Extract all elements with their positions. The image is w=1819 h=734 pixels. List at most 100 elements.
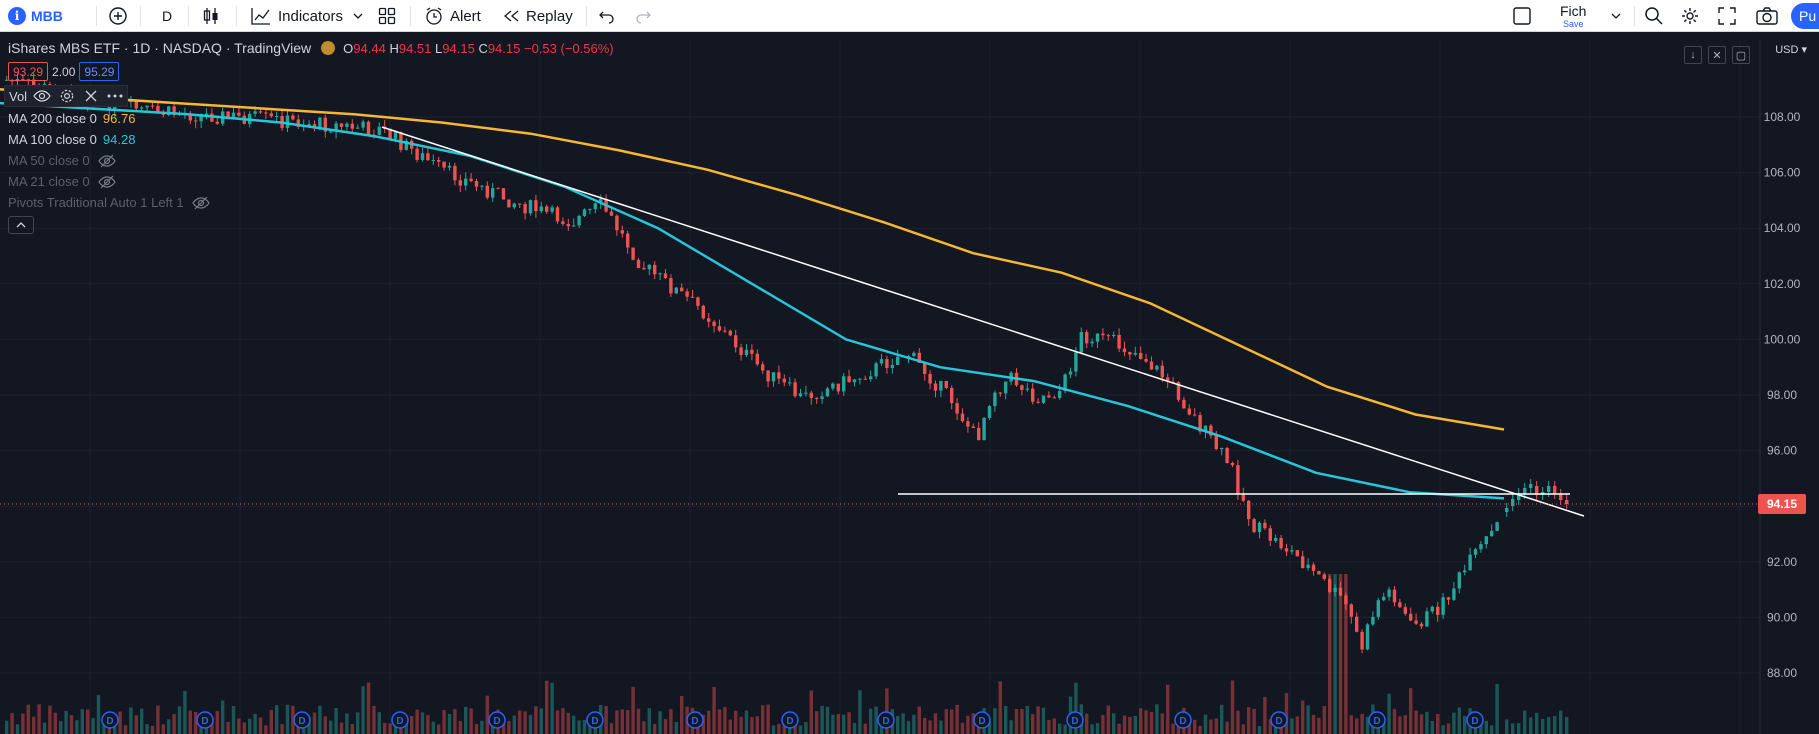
currency-selector[interactable]: USD ▾ — [1775, 44, 1807, 56]
indicator-ma200[interactable]: MA 200 close 0 96.76 — [8, 111, 136, 126]
volume-bar — [534, 706, 538, 734]
candle-body — [777, 372, 781, 379]
candle-body — [696, 297, 700, 306]
volume-bar — [334, 708, 338, 734]
volume-bar — [842, 714, 846, 734]
collapse-legend-button[interactable] — [8, 216, 34, 234]
layout-save[interactable]: Fich Save — [1560, 0, 1586, 32]
bid-price[interactable]: 93.29 — [8, 62, 49, 81]
candle-body — [275, 115, 279, 117]
ma100-value: 94.28 — [102, 132, 136, 147]
alert-label: Alert — [450, 7, 481, 25]
candle-body — [631, 247, 635, 260]
volume-bar — [1101, 715, 1105, 734]
volume-bar — [1306, 705, 1310, 734]
indicator-ma21[interactable]: MA 21 close 0 — [8, 171, 614, 192]
candle-body — [944, 380, 948, 388]
candle-body — [680, 287, 684, 292]
candle-body — [1371, 616, 1375, 625]
volume-bar — [739, 716, 743, 734]
indicators-dropdown[interactable] — [352, 0, 364, 32]
volume-bar — [1128, 716, 1132, 734]
volume-bar — [1214, 718, 1218, 734]
volume-bar — [928, 720, 932, 734]
candle-body — [1122, 348, 1127, 352]
candle-body — [507, 199, 511, 208]
indicator-ma50[interactable]: MA 50 close 0 — [8, 150, 614, 171]
redo-button[interactable] — [634, 0, 652, 32]
symbol-search[interactable]: i MBB — [8, 0, 63, 32]
chart-type-button[interactable] — [202, 0, 220, 32]
candle-body — [1230, 462, 1235, 466]
scroll-down-button[interactable]: ↓ — [1684, 46, 1702, 64]
dividend-marker — [1270, 711, 1288, 729]
eye-icon[interactable] — [33, 89, 51, 103]
series-title[interactable]: iShares MBS ETF · 1D · NASDAQ · TradingV… — [8, 40, 312, 56]
volume-bar — [1263, 696, 1267, 734]
downtrend-line[interactable] — [381, 126, 1585, 517]
volume-bar — [1198, 725, 1202, 734]
volume-bar — [1547, 717, 1551, 734]
layout-toggle[interactable] — [1512, 0, 1532, 32]
ask-price[interactable]: 95.29 — [79, 62, 120, 81]
alert-button[interactable]: Alert — [424, 0, 481, 32]
candle-body — [1047, 395, 1051, 398]
dividend-marker-label: D — [786, 716, 793, 727]
eye-crossed-icon[interactable] — [191, 196, 210, 210]
interval-button[interactable]: D — [162, 0, 172, 32]
candle-body — [1398, 602, 1402, 608]
replay-button[interactable]: Replay — [502, 0, 573, 32]
symbol-info-icon: i — [8, 7, 26, 25]
templates-button[interactable] — [378, 0, 396, 32]
volume-bar — [825, 706, 830, 734]
volume-legend-box[interactable]: Vol — [4, 85, 129, 107]
candle-body — [885, 359, 889, 368]
publish-button[interactable]: Pu — [1791, 3, 1819, 29]
volume-bar — [1430, 720, 1434, 734]
gear-icon[interactable] — [59, 88, 75, 104]
volume-bar — [345, 713, 349, 734]
undo-button[interactable] — [598, 0, 616, 32]
maximize-pane-button[interactable]: ✕ — [1708, 46, 1726, 64]
compare-button[interactable] — [108, 0, 128, 32]
indicator-ma100[interactable]: MA 100 close 0 94.28 — [8, 132, 136, 147]
candle-body — [1457, 572, 1461, 589]
candle-body — [145, 105, 149, 108]
candle-body — [663, 273, 668, 279]
eye-crossed-icon[interactable] — [97, 154, 116, 168]
volume-bar — [1365, 716, 1370, 734]
fullscreen-button[interactable] — [1718, 0, 1736, 32]
snapshot-button[interactable] — [1756, 0, 1778, 32]
more-icon[interactable] — [107, 93, 123, 99]
price-tick-label: 96.00 — [1767, 444, 1797, 458]
volume-bar — [194, 712, 198, 734]
restore-pane-button[interactable]: ▢ — [1732, 46, 1750, 64]
volume-bar — [356, 712, 360, 734]
market-status-icon[interactable] — [321, 41, 336, 55]
volume-bar — [847, 712, 851, 734]
candle-body — [264, 112, 268, 114]
candle-body — [1284, 548, 1289, 552]
ma100-line — [0, 101, 1505, 500]
indicators-button[interactable]: Indicators — [250, 0, 343, 32]
volume-bar — [647, 708, 651, 734]
candle-body — [955, 403, 959, 414]
volume-bar — [615, 710, 619, 734]
layout-menu-button[interactable] — [1610, 0, 1622, 32]
volume-bar — [210, 717, 214, 734]
indicator-pivots[interactable]: Pivots Traditional Auto 1 Left 1 — [8, 192, 614, 213]
candle-body — [1058, 391, 1062, 398]
price-chart[interactable]: D D D D D D D D D D D D D D D 108.00 106.00 104.00 102.00… — [0, 33, 1819, 734]
volume-bar — [215, 711, 219, 734]
price-tick-label: 104.00 — [1764, 221, 1801, 235]
search-button[interactable] — [1644, 0, 1664, 32]
eye-crossed-icon[interactable] — [97, 175, 116, 189]
volume-bar — [420, 712, 425, 734]
settings-button[interactable] — [1680, 0, 1700, 32]
candle-body — [1203, 425, 1208, 432]
volume-bar — [1344, 574, 1348, 734]
close-icon[interactable] — [85, 90, 97, 102]
candle-body — [32, 79, 36, 86]
volume-bar — [26, 704, 30, 734]
volume-bar — [1523, 710, 1527, 734]
